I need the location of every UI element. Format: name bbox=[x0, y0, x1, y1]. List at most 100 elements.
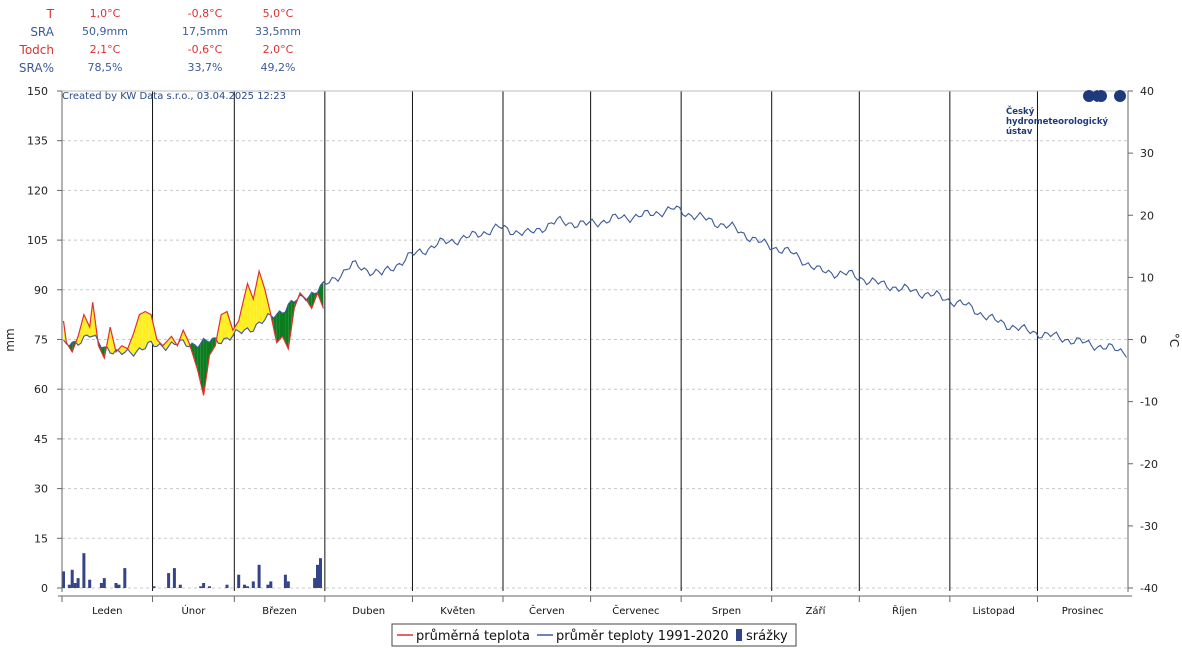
above-normal-fill bbox=[162, 342, 166, 351]
summary-row-value: -0,6°C bbox=[187, 43, 223, 56]
precipitation-bar bbox=[319, 558, 322, 588]
logo-dot-1 bbox=[1083, 90, 1095, 102]
above-normal-fill bbox=[139, 313, 143, 350]
month-label: Srpen bbox=[712, 606, 741, 617]
precipitation-bar bbox=[202, 583, 206, 588]
precipitation-bar bbox=[269, 581, 273, 588]
above-normal-fill bbox=[229, 320, 233, 341]
summary-row-label: SRA bbox=[30, 25, 54, 39]
above-normal-fill bbox=[262, 280, 265, 324]
summary-row-label: SRA% bbox=[18, 61, 54, 75]
right-tick-label: 10 bbox=[1140, 271, 1154, 284]
above-normal-fill bbox=[259, 271, 263, 324]
left-tick-label: 120 bbox=[27, 184, 48, 197]
precipitation-bar bbox=[313, 578, 317, 588]
above-normal-fill bbox=[130, 333, 134, 357]
month-label: Prosinec bbox=[1062, 606, 1104, 617]
summary-row: SRA 50,9mm 17,5mm 33,5mm bbox=[0, 25, 320, 43]
summary-row-label: Todch bbox=[19, 43, 54, 57]
above-normal-fill bbox=[183, 330, 187, 346]
right-axis-label: °C bbox=[1167, 333, 1181, 347]
below-normal-fill bbox=[200, 338, 204, 396]
left-axis-label: mm bbox=[3, 328, 17, 351]
summary-row-value: 1,0°C bbox=[89, 7, 121, 20]
precipitation-bar bbox=[199, 586, 203, 588]
above-normal-fill bbox=[156, 339, 160, 347]
right-tick-label: 40 bbox=[1140, 85, 1154, 98]
above-normal-fill bbox=[142, 311, 146, 350]
below-normal-fill bbox=[285, 304, 289, 349]
precipitation-bar bbox=[167, 573, 171, 588]
above-normal-fill bbox=[247, 283, 251, 332]
logo-dot-2 bbox=[1095, 90, 1107, 102]
legend-box bbox=[391, 623, 797, 647]
precipitation-bar bbox=[208, 586, 211, 588]
summary-row-value: 50,9mm bbox=[82, 25, 128, 38]
precipitation-bar bbox=[237, 574, 241, 588]
precipitation-bar bbox=[102, 578, 106, 588]
month-label: Květen bbox=[440, 605, 475, 617]
temperature-lines bbox=[62, 205, 1127, 396]
below-normal-fill bbox=[276, 310, 280, 343]
left-tick-label: 60 bbox=[34, 383, 48, 396]
precipitation-bar bbox=[286, 581, 290, 588]
right-tick-label: -40 bbox=[1140, 582, 1158, 595]
precipitation-bar bbox=[70, 569, 74, 588]
month-label: Říjen bbox=[892, 604, 917, 617]
above-normal-fill bbox=[151, 314, 154, 347]
month-label: Červen bbox=[529, 604, 565, 617]
summary-row-value: 33,5mm bbox=[255, 25, 301, 38]
summary-row-value: 78,5% bbox=[87, 61, 123, 74]
month-label: Březen bbox=[262, 605, 297, 617]
month-label: Červenec bbox=[612, 604, 659, 617]
left-tick-label: 45 bbox=[34, 433, 48, 446]
summary-row-label: T bbox=[46, 7, 54, 21]
above-normal-fill bbox=[238, 308, 242, 334]
below-normal-fill bbox=[212, 337, 216, 351]
legend-label-normal: průměr teploty 1991-2020 bbox=[556, 629, 729, 644]
below-normal-fill bbox=[192, 343, 195, 362]
right-tick-label: 0 bbox=[1140, 334, 1147, 347]
precipitation-bar bbox=[82, 553, 86, 588]
precipitation-bar bbox=[73, 583, 77, 588]
left-tick-label: 75 bbox=[34, 334, 48, 347]
month-label: Duben bbox=[352, 606, 385, 617]
above-normal-fill bbox=[145, 311, 149, 349]
left-tick-label: 30 bbox=[34, 483, 48, 496]
precipitation-bar bbox=[117, 584, 121, 588]
summary-row: Todch 2,1°C -0,6°C 2,0°C bbox=[0, 43, 320, 61]
legend-swatch-precip bbox=[736, 629, 742, 641]
legend: průměrná teplota průměr teploty 1991-202… bbox=[391, 623, 797, 647]
left-tick-label: 15 bbox=[34, 532, 48, 545]
precipitation-bar bbox=[76, 578, 80, 588]
summary-row-value: 5,0°C bbox=[262, 7, 294, 20]
precipitation-bar bbox=[114, 583, 118, 588]
logo-dot-3 bbox=[1114, 90, 1126, 102]
legend-label-temperature: průměrná teplota bbox=[416, 629, 530, 644]
right-tick-label: -30 bbox=[1140, 520, 1158, 533]
below-normal-fill bbox=[282, 312, 286, 343]
legend-label-precip: srážky bbox=[746, 629, 788, 644]
left-tick-label: 105 bbox=[27, 234, 48, 247]
precipitation-bar bbox=[257, 564, 261, 588]
precipitation-bar bbox=[123, 568, 127, 588]
summary-table: T 1,0°C -0,8°C 5,0°C SRA 50,9mm 17,5mm 33,5mm To… bbox=[0, 0, 320, 86]
precipitation-bar bbox=[246, 586, 249, 588]
precipitation-bar bbox=[283, 574, 287, 588]
right-tick-label: -20 bbox=[1140, 458, 1158, 471]
below-normal-fill bbox=[69, 342, 73, 352]
above-normal-fill bbox=[250, 291, 254, 332]
right-axis-ticks: -40 -30 -20 -10 0 10 20 30 40 bbox=[1128, 85, 1158, 595]
above-normal-fill bbox=[119, 345, 122, 355]
precipitation-bar bbox=[67, 584, 71, 588]
precipitation-bar bbox=[225, 584, 229, 588]
credit-text: Created by KW Data s.r.o., 03.04.2025 12… bbox=[62, 91, 286, 102]
precipitation-bar bbox=[62, 571, 65, 588]
normal-temperature-line bbox=[63, 205, 1127, 358]
summary-row: SRA% 78,5% 33,7% 49,2% bbox=[0, 61, 320, 79]
logo-line-2: hydrometeorologický bbox=[1006, 117, 1108, 127]
summary-row-value: 49,2% bbox=[260, 61, 296, 74]
summary-row-value: -0,8°C bbox=[187, 7, 223, 20]
right-tick-label: 20 bbox=[1140, 209, 1154, 222]
precipitation-bar bbox=[243, 584, 246, 588]
